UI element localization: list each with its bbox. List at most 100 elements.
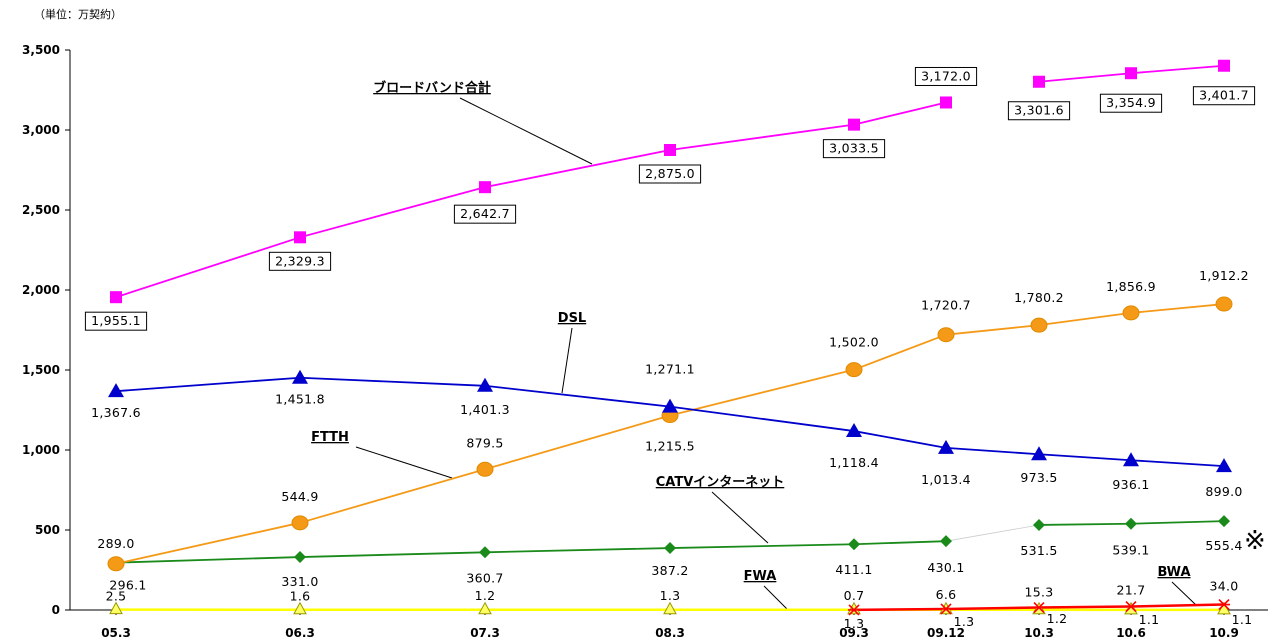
data-label: 2,875.0: [645, 166, 695, 181]
data-label: 6.6: [936, 587, 957, 602]
data-label: 331.0: [281, 574, 318, 589]
data-point-marker: [291, 515, 309, 531]
x-tick-label: 08.3: [655, 626, 685, 640]
series-line-segment: [1038, 605, 1132, 609]
data-point-marker: [1125, 517, 1137, 530]
series-line-segment: [853, 430, 947, 449]
data-point-marker: [1216, 458, 1232, 473]
data-label: 1.3: [954, 614, 975, 629]
data-label: 2,329.3: [275, 253, 325, 268]
data-point-marker: [845, 362, 863, 378]
series-line-segment: [1130, 459, 1225, 468]
data-point-marker: [848, 538, 860, 551]
data-label: 879.5: [466, 435, 503, 450]
data-label: 973.5: [1020, 470, 1057, 485]
series-line-segment: [115, 521, 301, 565]
series-line-segment: [853, 540, 947, 546]
data-label: 34.0: [1209, 579, 1238, 594]
x-tick-label: 10.3: [1024, 626, 1054, 640]
series-markers: [107, 59, 1233, 616]
data-label: 1.2: [1047, 611, 1068, 626]
data-point-marker: [479, 546, 491, 559]
data-point-marker: [108, 383, 124, 398]
data-point-marker: [294, 231, 306, 244]
series-line-segment: [945, 524, 1040, 542]
data-label: 1.2: [475, 588, 496, 603]
data-label: 1,502.0: [829, 335, 879, 350]
series-line-segment: [669, 543, 855, 549]
data-label-box: [268, 251, 332, 271]
data-point-marker: [1033, 75, 1045, 88]
x-tick-label: 10.6: [1116, 626, 1146, 640]
data-label: 296.1: [109, 578, 146, 593]
data-label: 1.3: [660, 588, 681, 603]
data-label: 555.4: [1205, 538, 1242, 553]
series-line-segment: [945, 446, 1040, 456]
series-line-segment: [669, 405, 855, 432]
x-tick-label: 09.3: [839, 626, 869, 640]
data-point-marker: [1122, 305, 1140, 321]
data-point-marker: [664, 144, 676, 156]
data-label: 1,856.9: [1106, 279, 1156, 294]
series-name-labels: ブロードバンド合計 DSL FTTH CATVインターネット FWA BWA: [311, 80, 1190, 584]
series-line-segment: [484, 414, 671, 471]
data-point-marker: [1033, 601, 1045, 614]
data-point-marker: [476, 461, 494, 477]
leader-line: [763, 585, 789, 611]
data-label: 1,271.1: [645, 362, 695, 377]
data-label: 411.1: [835, 562, 872, 577]
leader-line: [711, 491, 769, 544]
series-line-segment: [945, 606, 1040, 611]
leader-lines: [355, 97, 1197, 611]
data-label: 3,172.0: [921, 68, 971, 83]
data-label: 531.5: [1020, 543, 1057, 558]
series-name-label: FTTH: [311, 430, 349, 445]
series-line-segment: [853, 607, 947, 612]
y-tick-label: 3,000: [22, 123, 60, 137]
data-label: 1,451.8: [275, 392, 325, 407]
series-name-label: BWA: [1157, 565, 1190, 580]
series-line-segment: [945, 324, 1040, 336]
series-name-label: DSL: [558, 311, 586, 326]
data-label: 1.1: [1139, 612, 1160, 627]
series-line-segment: [669, 123, 855, 151]
data-label: 936.1: [1112, 477, 1149, 492]
leader-line: [561, 327, 573, 394]
data-label: 0.7: [844, 588, 865, 603]
data-label-box: [453, 204, 517, 224]
data-point-marker: [937, 327, 955, 343]
data-label-box: [1099, 93, 1163, 113]
y-tick-label: 2,500: [22, 203, 60, 217]
data-point-marker: [1031, 446, 1047, 461]
data-label: 3,301.6: [1014, 103, 1064, 118]
unit-label: （単位：万契約）: [34, 8, 122, 21]
data-point-marker: [1125, 600, 1137, 613]
x-tick-label: 05.3: [101, 626, 131, 640]
data-point-marker: [940, 96, 952, 109]
series-line-segment: [1038, 453, 1132, 462]
data-label-box: [1007, 101, 1071, 121]
data-label: 1,780.2: [1014, 290, 1064, 305]
data-point-marker: [846, 423, 862, 438]
data-point-marker: [847, 601, 861, 615]
series-line-segment: [484, 547, 671, 554]
data-point-marker: [663, 601, 677, 615]
data-label: 430.1: [927, 560, 964, 575]
data-label: 3,033.5: [829, 141, 879, 156]
data-point-marker: [1218, 59, 1230, 72]
data-label: 1,720.7: [921, 298, 971, 313]
data-point-marker: [1215, 296, 1233, 312]
data-label: 1,367.6: [91, 405, 141, 420]
data-point-marker: [1218, 598, 1230, 611]
series-line-segment: [484, 384, 671, 408]
data-point-marker: [848, 604, 860, 616]
series-line-segment: [1130, 64, 1225, 75]
data-label: 1.6: [290, 589, 311, 604]
series-line-segment: [1038, 522, 1132, 526]
series-lines: [115, 64, 1225, 612]
data-label: 1,955.1: [91, 313, 141, 328]
series-line-segment: [299, 376, 486, 387]
data-label: 2,642.7: [460, 206, 510, 221]
data-point-marker: [478, 601, 492, 615]
